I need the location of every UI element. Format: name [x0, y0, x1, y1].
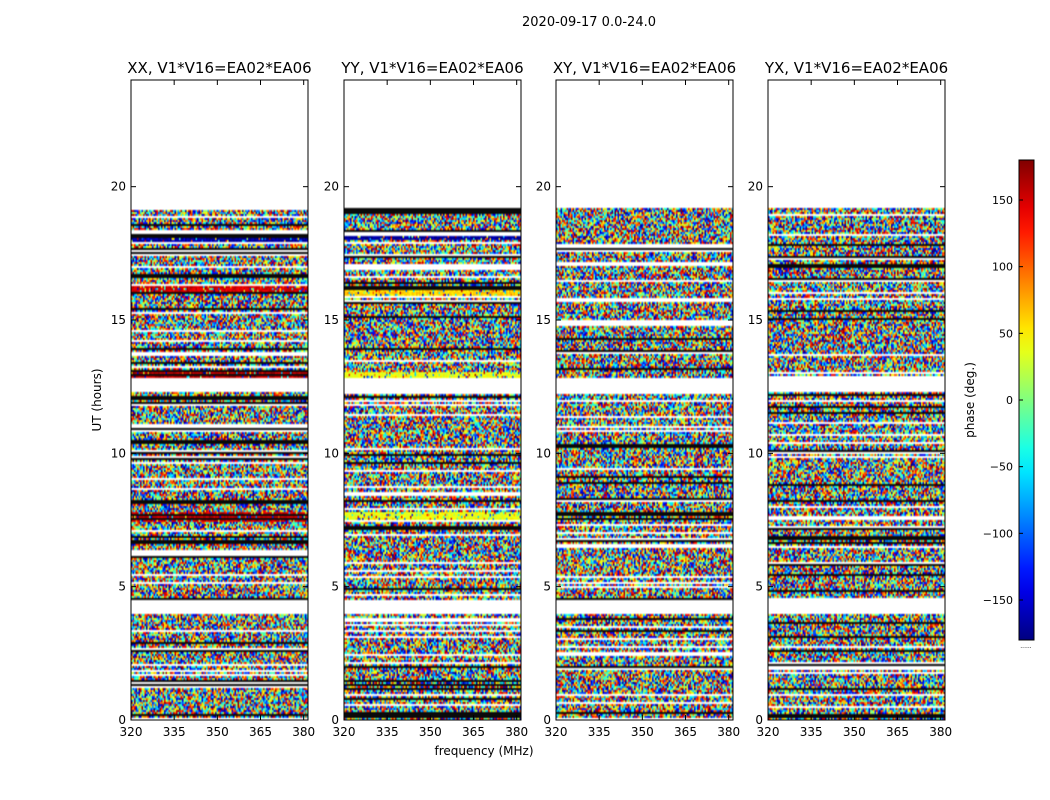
y-tick-label: 10: [536, 446, 551, 460]
y-tick-label: 15: [324, 313, 339, 327]
x-tick-label: 365: [249, 725, 272, 739]
x-tick-label: 350: [206, 725, 229, 739]
y-tick-label: 15: [748, 313, 763, 327]
phase-waterfall-image: [768, 80, 945, 720]
x-axis-label: frequency (MHz): [434, 744, 533, 758]
panel-2: YY, V1*V16=EA02*EA06 320 335 350 365 380 0 5 10 1…: [324, 59, 528, 739]
x-tick-label: 380: [292, 725, 315, 739]
y-tick-label: 5: [331, 580, 339, 594]
colorbar-tick-label: −150: [983, 594, 1013, 607]
plot-frame: [130, 79, 309, 721]
x-tick-label: 320: [120, 725, 143, 739]
x-tick-label: 335: [588, 725, 611, 739]
y-tick-label: 20: [536, 180, 551, 194]
x-tick-label: 365: [886, 725, 909, 739]
x-tick-label: 335: [800, 725, 823, 739]
y-tick-label: 10: [111, 446, 126, 460]
x-tick-label: 365: [462, 725, 485, 739]
colorbar-tick-label: 150: [992, 194, 1013, 207]
panel-title: YX, V1*V16=EA02*EA06: [764, 59, 948, 77]
y-tick-label: 0: [331, 713, 339, 727]
x-tick-label: 320: [757, 725, 780, 739]
y-tick-label: 10: [324, 446, 339, 460]
y-tick-label: 20: [324, 180, 339, 194]
y-tick-label: 15: [536, 313, 551, 327]
x-tick-label: 350: [419, 725, 442, 739]
plot-frame: [555, 79, 734, 721]
colorbar-tick-label: −100: [983, 527, 1013, 540]
phase-waterfall-image: [344, 80, 521, 720]
colorbar-tick-label: 50: [999, 327, 1013, 340]
x-tick-label: 350: [631, 725, 654, 739]
y-tick-label: 0: [543, 713, 551, 727]
x-tick-label: 335: [376, 725, 399, 739]
y-tick-label: 5: [118, 580, 126, 594]
y-axis-label: UT (hours): [90, 368, 104, 431]
x-tick-label: 320: [545, 725, 568, 739]
panel-title: XX, V1*V16=EA02*EA06: [127, 59, 311, 77]
phase-waterfall-image: [131, 80, 308, 720]
plot-frame: [767, 79, 946, 721]
y-tick-label: 5: [543, 580, 551, 594]
panel-4: YX, V1*V16=EA02*EA06 320 335 350 365 380 0 5 10 1…: [748, 59, 952, 739]
y-tick-label: 20: [748, 180, 763, 194]
colorbar-tick-label: 100: [992, 261, 1013, 274]
x-tick-label: 335: [163, 725, 186, 739]
y-tick-label: 20: [111, 180, 126, 194]
x-tick-label: 320: [333, 725, 356, 739]
figure-suptitle: 2020-09-17 0.0-24.0: [522, 15, 656, 30]
colorbar: −150 −100 −50 0 50 100 150: [983, 159, 1035, 641]
panel-title: XY, V1*V16=EA02*EA06: [553, 59, 736, 77]
panel-1: XX, V1*V16=EA02*EA06 320 335 350 365 380 0 5 10 1…: [111, 59, 315, 739]
panel-title: YY, V1*V16=EA02*EA06: [340, 59, 523, 77]
colorbar-footer: ......: [1020, 643, 1032, 650]
x-tick-label: 365: [674, 725, 697, 739]
x-tick-label: 380: [929, 725, 952, 739]
x-tick-label: 380: [717, 725, 740, 739]
plot-frame: [343, 79, 522, 721]
colorbar-tick-label: −50: [990, 461, 1013, 474]
y-tick-label: 10: [748, 446, 763, 460]
phase-waterfall-image: [556, 80, 733, 720]
x-tick-label: 380: [505, 725, 528, 739]
y-tick-label: 15: [111, 313, 126, 327]
panels-group: XX, V1*V16=EA02*EA06 320 335 350 365 380 0 5 10 1…: [111, 59, 952, 739]
y-tick-label: 0: [118, 713, 126, 727]
y-tick-label: 5: [755, 580, 763, 594]
y-tick-label: 0: [755, 713, 763, 727]
x-tick-label: 350: [843, 725, 866, 739]
colorbar-tick-label: 0: [1006, 394, 1013, 407]
colorbar-label: phase (deg.): [963, 362, 977, 438]
panel-3: XY, V1*V16=EA02*EA06 320 335 350 365 380 0 5 10 1…: [536, 59, 740, 739]
